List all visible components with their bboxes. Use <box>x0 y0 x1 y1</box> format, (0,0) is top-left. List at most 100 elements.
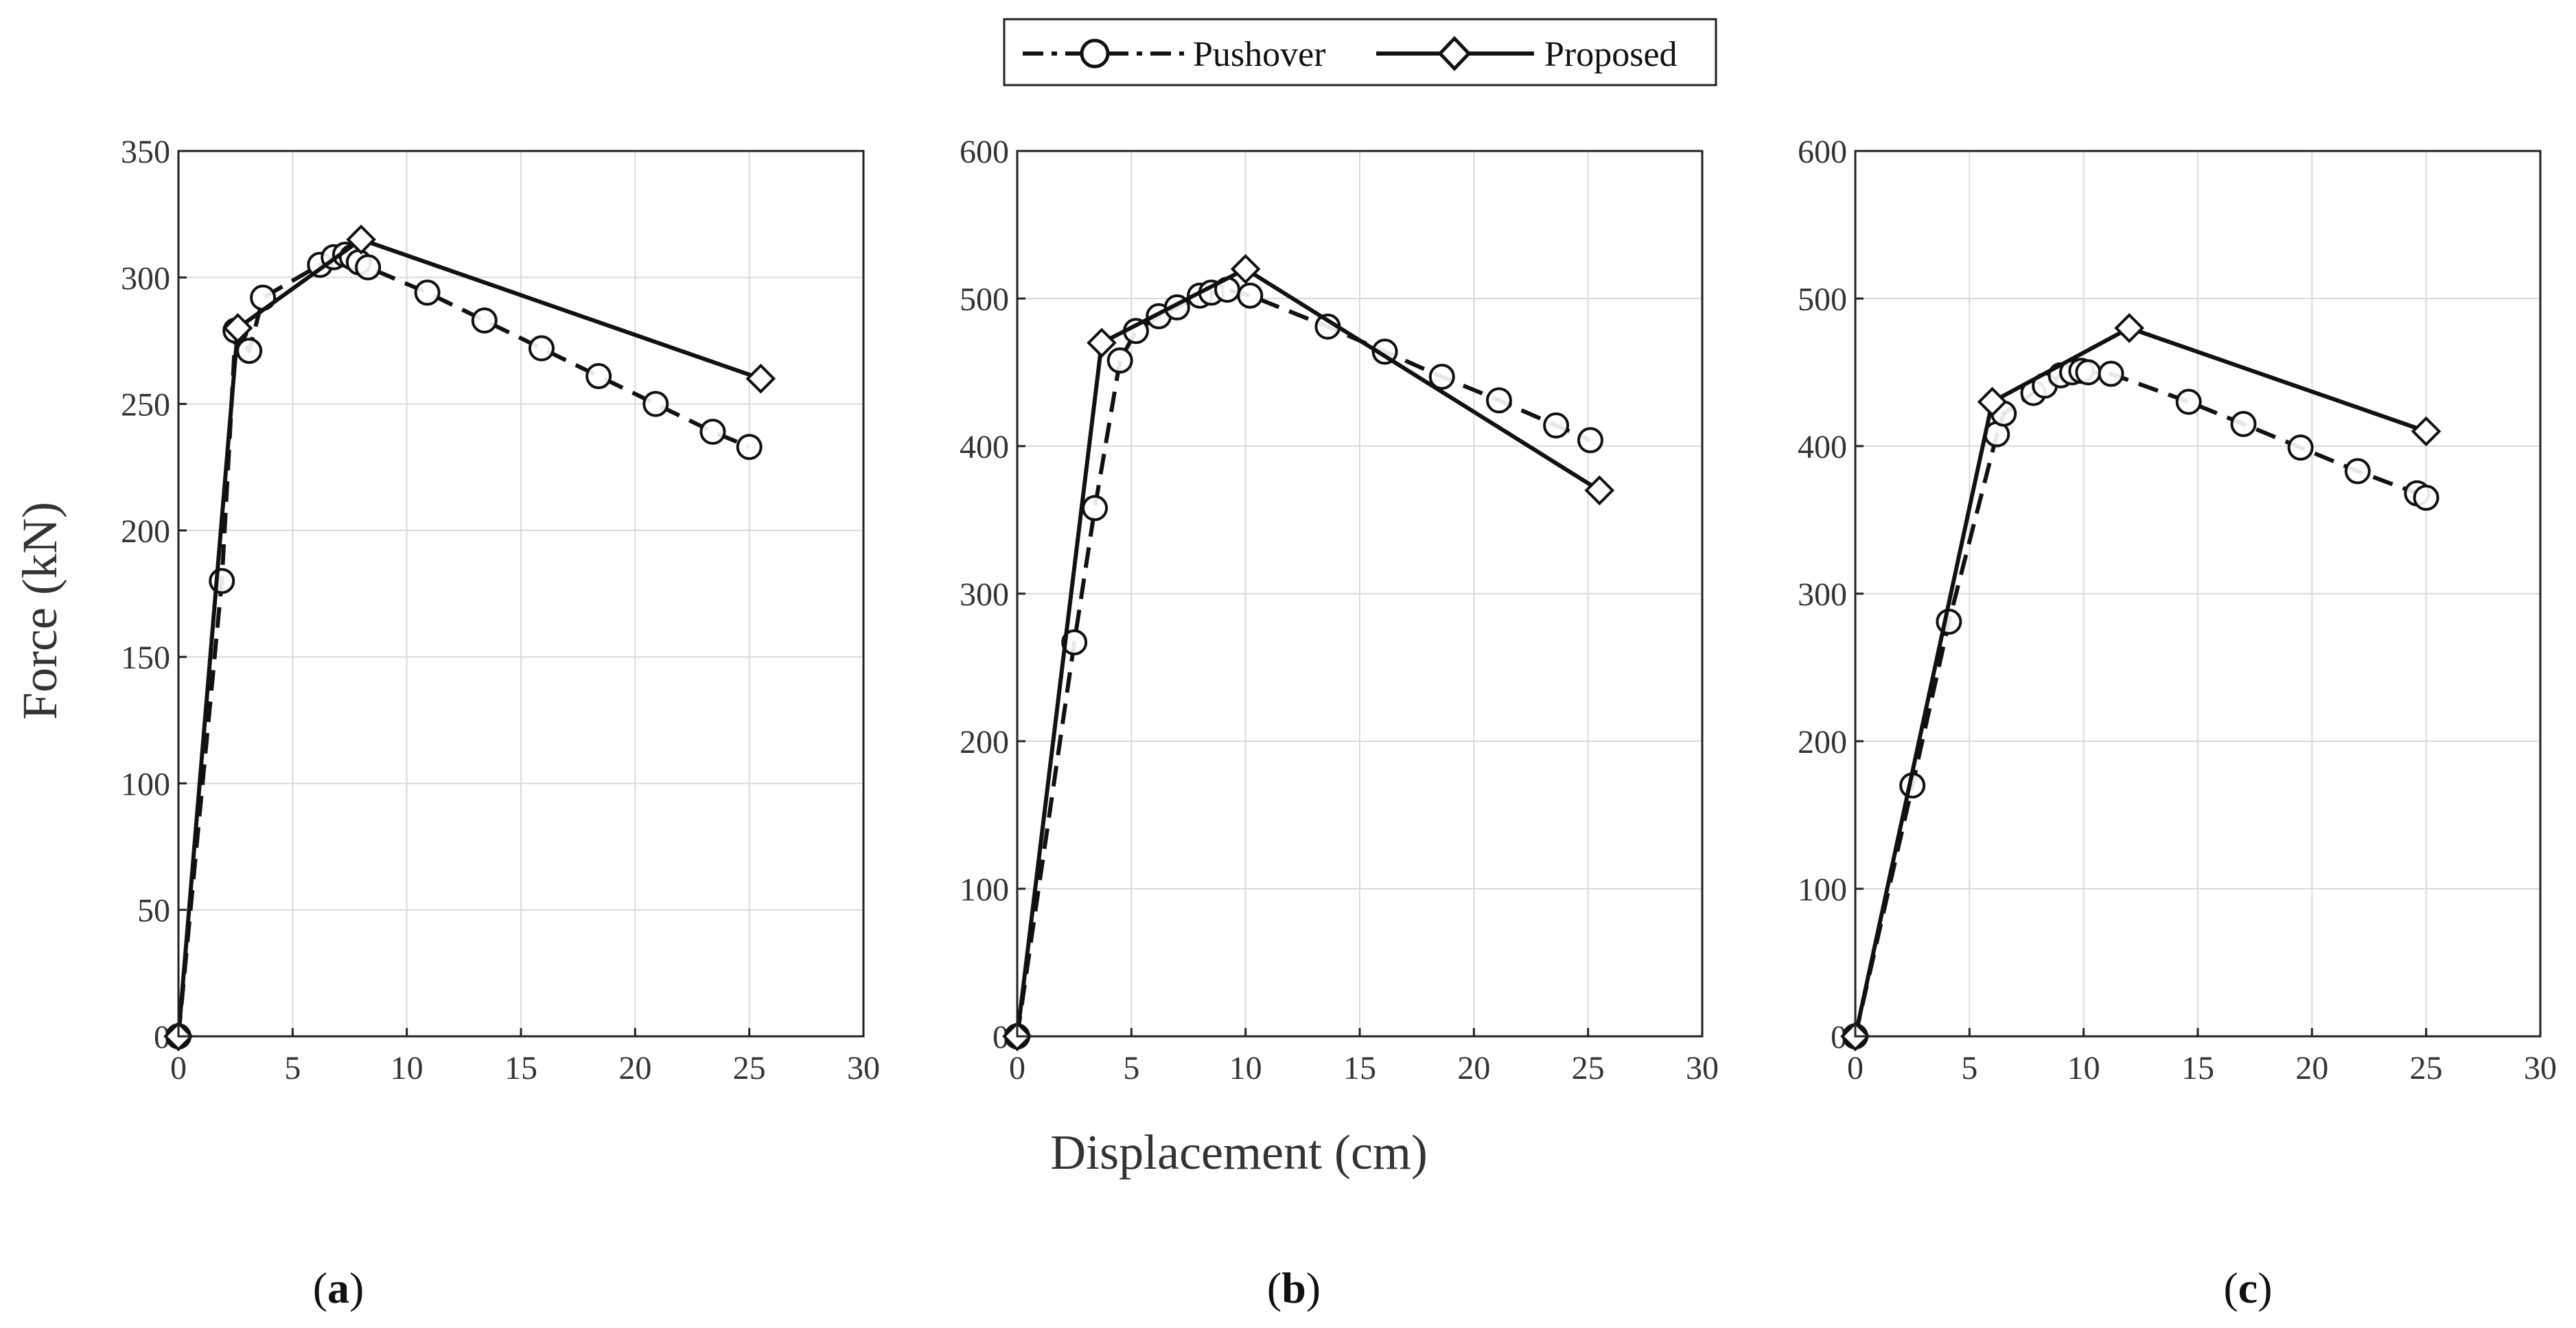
x-tick-label: 10 <box>1229 1050 1262 1086</box>
pushover-series-line <box>1853 369 2428 1037</box>
x-tick-label: 10 <box>2067 1050 2100 1086</box>
proposed-series-line <box>1015 267 1601 1037</box>
pushover-point <box>1485 387 1512 414</box>
legend-proposed-marker <box>1437 36 1472 71</box>
x-tick-label: 15 <box>1343 1050 1376 1086</box>
y-tick-label: 200 <box>1798 724 1847 760</box>
pushover-point <box>642 391 669 417</box>
panel-caption-a: (a) <box>313 1263 364 1312</box>
x-tick-label: 25 <box>2410 1050 2443 1086</box>
y-tick-label: 100 <box>121 766 170 802</box>
pushover-point <box>1082 495 1109 522</box>
x-tick-label: 0 <box>1847 1050 1864 1086</box>
pushover-point <box>2175 388 2202 415</box>
y-tick-label: 100 <box>960 872 1009 908</box>
proposed-point <box>1584 475 1615 506</box>
x-tick-label: 20 <box>618 1050 651 1086</box>
y-tick-label: 400 <box>960 429 1009 465</box>
proposed-point <box>1230 254 1261 284</box>
axes-box <box>177 150 865 1038</box>
x-tick-label: 5 <box>284 1050 301 1086</box>
y-tick-label: 300 <box>960 576 1009 613</box>
panel-caption-c: (c) <box>2223 1263 2272 1312</box>
axes-box <box>1016 150 1704 1038</box>
proposed-point <box>222 313 253 343</box>
pushover-point <box>2413 485 2439 511</box>
pushover-point <box>736 434 763 461</box>
x-tick-label: 10 <box>391 1050 423 1086</box>
proposed-series-line <box>176 237 762 1037</box>
panel-caption-letter-b: b <box>1281 1263 1306 1312</box>
legend-item-proposed: Proposed <box>1376 35 1678 74</box>
pushover-point <box>528 335 555 362</box>
panel-caption-letter-a: a <box>327 1263 349 1312</box>
y-tick-label: 300 <box>121 260 170 296</box>
legend-pushover-marker <box>1080 38 1110 69</box>
x-tick-label: 30 <box>847 1050 880 1086</box>
y-axis-label: Force (kN) <box>12 502 67 720</box>
y-tick-label: 600 <box>960 134 1009 170</box>
proposed-point <box>1087 327 1117 358</box>
y-tick-label: 350 <box>121 134 170 170</box>
proposed-point <box>2411 416 2441 447</box>
y-tick-label: 400 <box>1798 429 1847 465</box>
legend-pushover-label: Pushover <box>1193 35 1326 74</box>
y-tick-label: 600 <box>1798 134 1847 170</box>
x-tick-label: 30 <box>1686 1050 1719 1086</box>
y-tick-label: 300 <box>1798 576 1847 613</box>
pushover-point <box>2075 359 2102 386</box>
pushover-point <box>1543 412 1570 439</box>
pushover-point <box>2230 410 2257 437</box>
pushover-point <box>355 254 382 281</box>
y-tick-label: 500 <box>960 281 1009 318</box>
pushover-point <box>209 568 235 594</box>
y-tick-label: 50 <box>137 893 170 929</box>
proposed-point <box>346 224 376 255</box>
y-tick-label: 100 <box>1798 872 1847 908</box>
pushover-point <box>1106 347 1133 374</box>
legend-item-pushover: Pushover <box>1023 35 1326 74</box>
pushover-point <box>1061 629 1088 655</box>
y-tick-label: 500 <box>1798 281 1847 318</box>
panel-caption-letter-c: c <box>2238 1263 2258 1312</box>
x-tick-label: 5 <box>1123 1050 1139 1086</box>
y-tick-label: 250 <box>121 387 170 423</box>
pushover-point <box>471 307 498 334</box>
pushover-point <box>2287 434 2314 461</box>
y-tick-label: 200 <box>121 513 170 550</box>
y-tick-label: 200 <box>960 724 1009 760</box>
x-tick-label: 0 <box>1009 1050 1025 1086</box>
x-tick-label: 15 <box>2181 1050 2214 1086</box>
pushover-point <box>1936 608 1962 635</box>
pushover-point <box>1428 363 1455 390</box>
pushover-point <box>699 419 726 445</box>
pushover-point <box>414 279 441 306</box>
proposed-point <box>1977 386 2008 417</box>
x-tick-label: 25 <box>733 1050 766 1086</box>
x-tick-label: 25 <box>1572 1050 1605 1086</box>
legend-proposed-label: Proposed <box>1544 35 1678 74</box>
pushover-point <box>2344 458 2371 485</box>
x-tick-label: 5 <box>1961 1050 1977 1086</box>
proposed-point <box>2114 313 2145 343</box>
x-tick-label: 15 <box>504 1050 537 1086</box>
pushover-point <box>236 338 263 364</box>
y-tick-label: 150 <box>121 640 170 676</box>
legend: Pushover Proposed <box>1003 18 1717 86</box>
x-tick-label: 30 <box>2524 1050 2557 1086</box>
pushover-point <box>585 363 612 390</box>
axes-box <box>1854 150 2542 1038</box>
panel-caption-b: (b) <box>1267 1263 1321 1312</box>
pushover-point <box>2098 360 2124 387</box>
x-axis-label: Displacement (cm) <box>1050 1125 1428 1180</box>
proposed-series-line <box>1853 326 2427 1037</box>
x-tick-label: 20 <box>2295 1050 2328 1086</box>
proposed-point <box>745 363 776 394</box>
x-tick-label: 20 <box>1457 1050 1490 1086</box>
x-tick-label: 0 <box>170 1050 187 1086</box>
pushover-point <box>1237 282 1264 309</box>
